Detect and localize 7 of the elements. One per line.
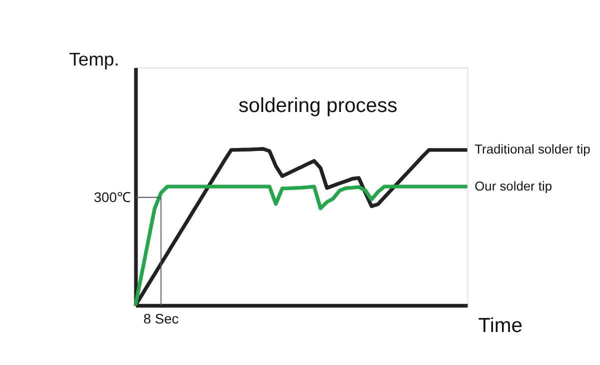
x-axis-title: Time	[478, 315, 523, 338]
ref-line-label: 300℃	[94, 188, 131, 205]
y-axis-title: Temp.	[69, 48, 120, 70]
series-label: Traditional solder tip	[474, 142, 590, 157]
text: soldering process	[238, 95, 398, 118]
series-label: Our solder tip	[474, 178, 552, 194]
text: 8 Sec	[143, 310, 179, 327]
